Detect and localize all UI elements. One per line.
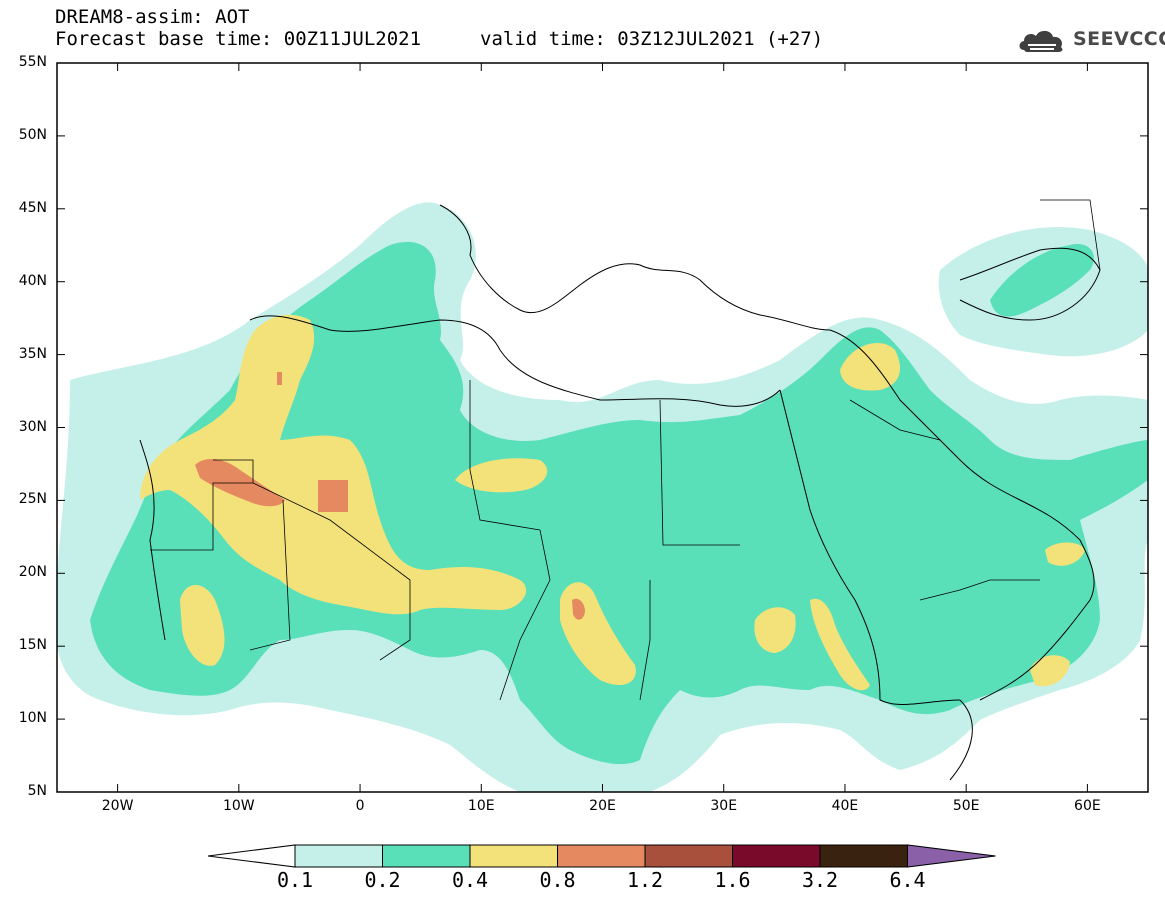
lon-label: 10W xyxy=(222,798,255,814)
lat-label: 30N xyxy=(18,418,47,435)
lon-label: 60E xyxy=(1074,798,1101,814)
colorbar-level-label: 0.8 xyxy=(539,868,576,892)
lat-label: 15N xyxy=(18,637,47,654)
lat-label: 40N xyxy=(18,272,47,289)
colorbar-box xyxy=(469,844,558,868)
tick-marks xyxy=(57,62,1148,793)
colorbar-box xyxy=(819,844,908,868)
colorbar-boxes xyxy=(207,844,996,868)
title-line-1: DREAM8-assim: AOT xyxy=(55,6,250,28)
lat-label: 50N xyxy=(18,126,47,143)
lon-label: 20W xyxy=(101,798,134,814)
colorbar-under-triangle xyxy=(207,844,296,868)
coastlines xyxy=(139,204,1101,781)
lat-label: 10N xyxy=(18,710,47,727)
colorbar-level-label: 0.4 xyxy=(451,868,489,892)
lat-label: 35N xyxy=(18,345,47,362)
colorbar-box xyxy=(382,844,471,868)
lon-label: 50E xyxy=(952,798,980,814)
colorbar-box xyxy=(294,844,383,868)
lat-label: 20N xyxy=(18,564,47,581)
lon-label: 0 xyxy=(355,798,365,814)
colorbar-level-label: 1.6 xyxy=(714,868,751,892)
lat-label: 55N xyxy=(18,54,47,70)
colorbar-box xyxy=(732,844,821,868)
colorbar-over-triangle xyxy=(907,844,996,868)
colorbar-level-label: 0.2 xyxy=(364,868,401,892)
country-borders xyxy=(150,199,1101,701)
colorbar-level-label: 6.4 xyxy=(889,868,926,892)
logo-text: SEEVCCC xyxy=(1073,28,1165,50)
valid-time: valid time: 03Z12JUL2021 (+27) xyxy=(480,28,824,50)
lat-label: 45N xyxy=(18,199,47,216)
colorbar-box xyxy=(557,844,646,868)
colorbar-box xyxy=(644,844,733,868)
colorbar-level-label: 3.2 xyxy=(801,868,839,892)
lon-label: 30E xyxy=(710,798,738,814)
lon-label: 10E xyxy=(467,798,495,814)
lon-label: 20E xyxy=(589,798,616,814)
colorbar-level-label: 1.2 xyxy=(626,868,664,892)
lat-label: 5N xyxy=(27,783,47,799)
title-line-2: Forecast base time: 00Z11JUL2021 xyxy=(55,28,422,50)
lon-label: 40E xyxy=(831,798,859,814)
cloud-logo-icon xyxy=(1019,30,1063,52)
colorbar-level-label: 0.1 xyxy=(276,868,314,892)
lat-label: 25N xyxy=(18,491,47,508)
